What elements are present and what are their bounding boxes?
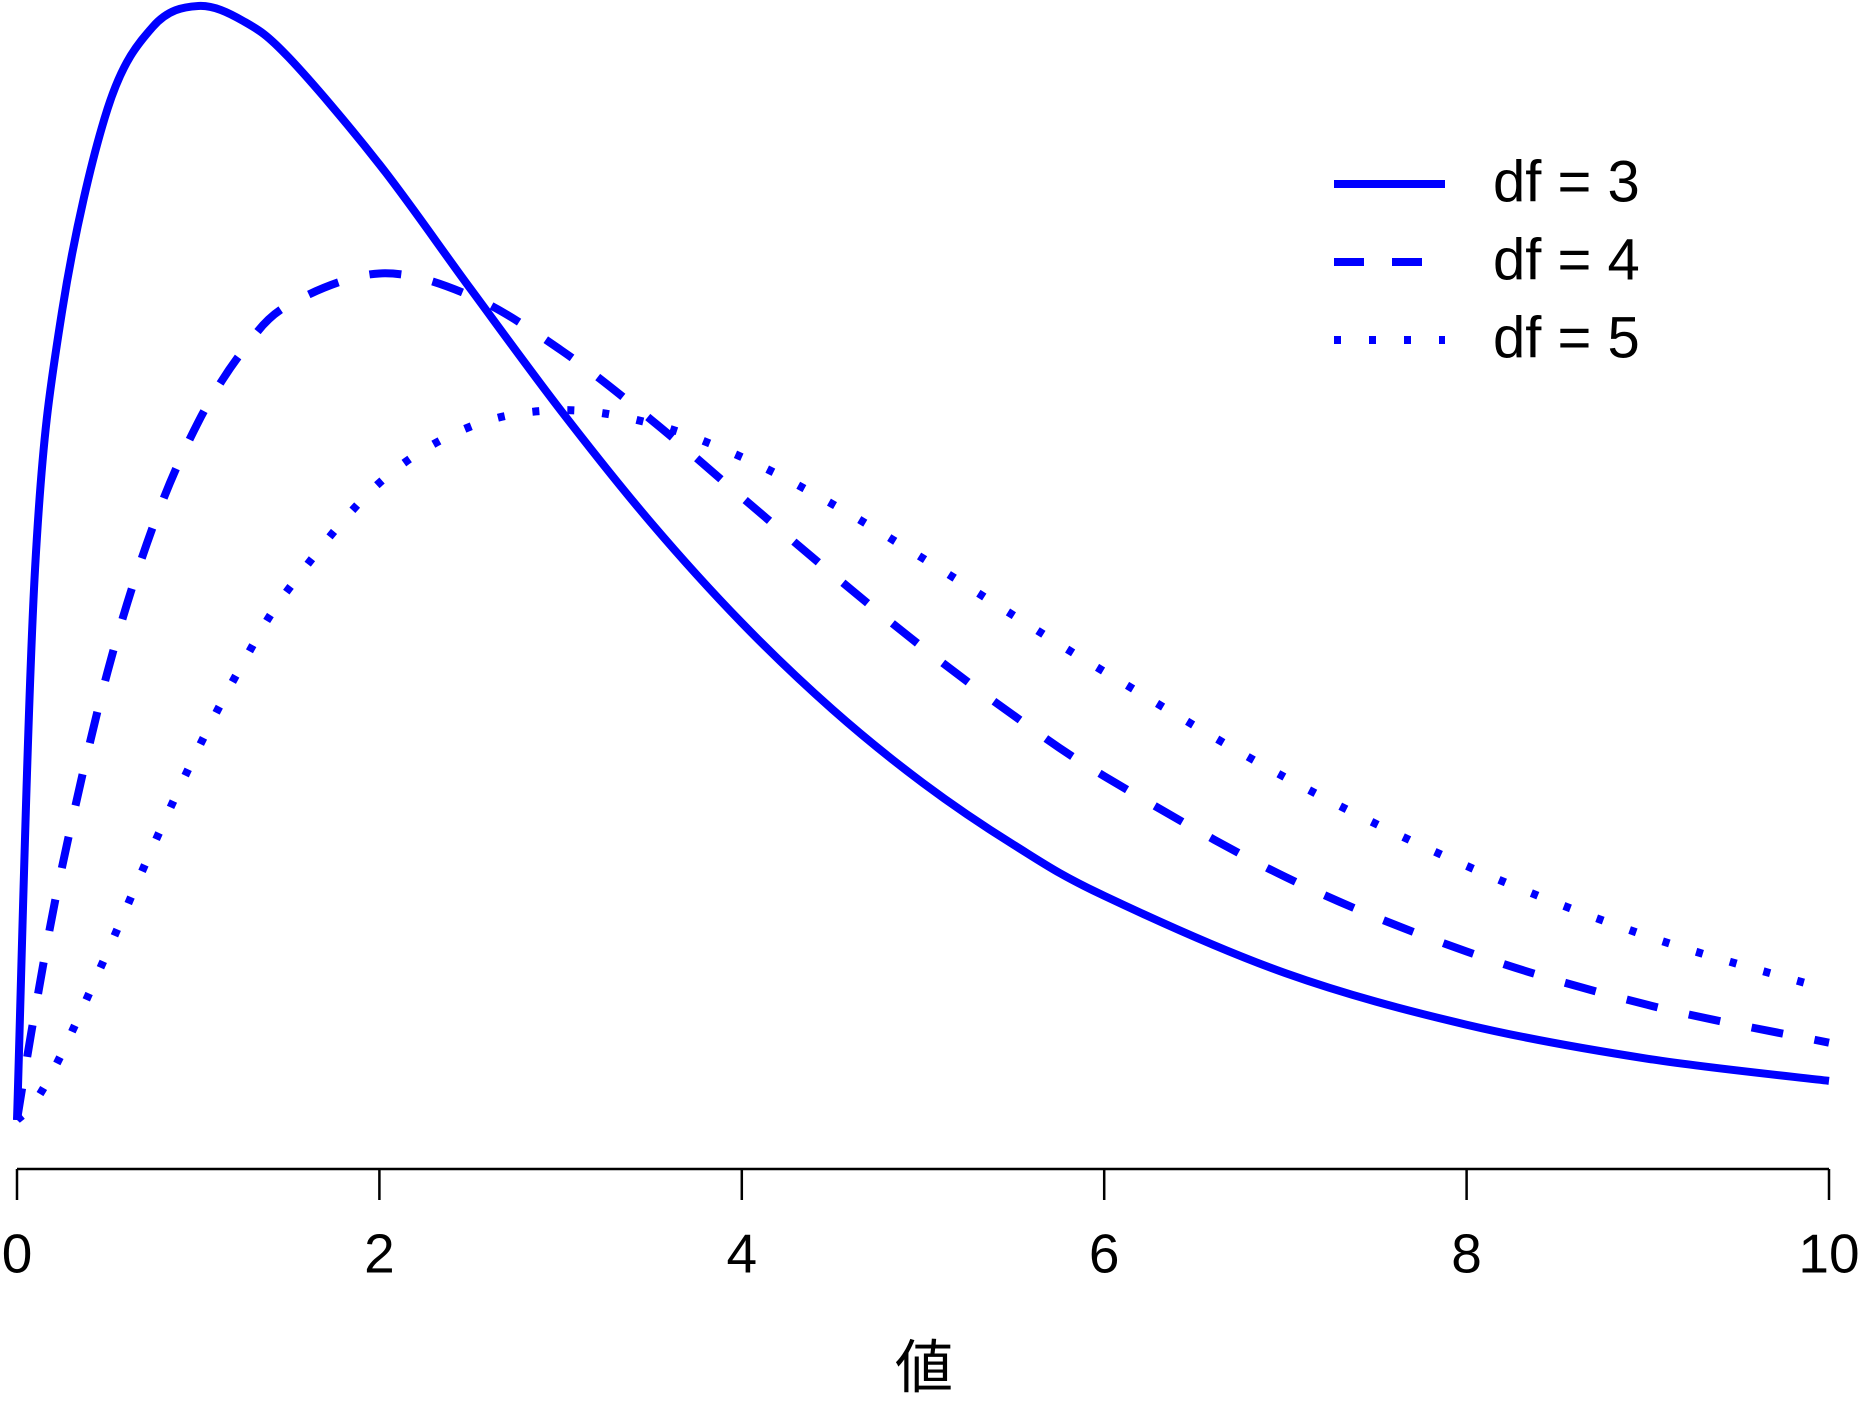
x-tick-label: 6	[1089, 1223, 1120, 1285]
series-line	[13, 269, 1830, 1121]
legend-label: df = 4	[1493, 227, 1640, 292]
x-tick-label: 4	[727, 1223, 758, 1285]
x-axis-label: 値	[895, 1335, 953, 1400]
x-tick-label: 8	[1451, 1223, 1482, 1285]
x-tick-label: 2	[364, 1223, 395, 1285]
legend-label: df = 3	[1493, 149, 1640, 214]
series-line	[13, 1, 1830, 1121]
x-tick-label: 10	[1798, 1223, 1859, 1285]
legend-label: df = 5	[1493, 305, 1640, 370]
series-line	[14, 406, 1831, 1123]
x-tick-label: 0	[2, 1223, 33, 1285]
